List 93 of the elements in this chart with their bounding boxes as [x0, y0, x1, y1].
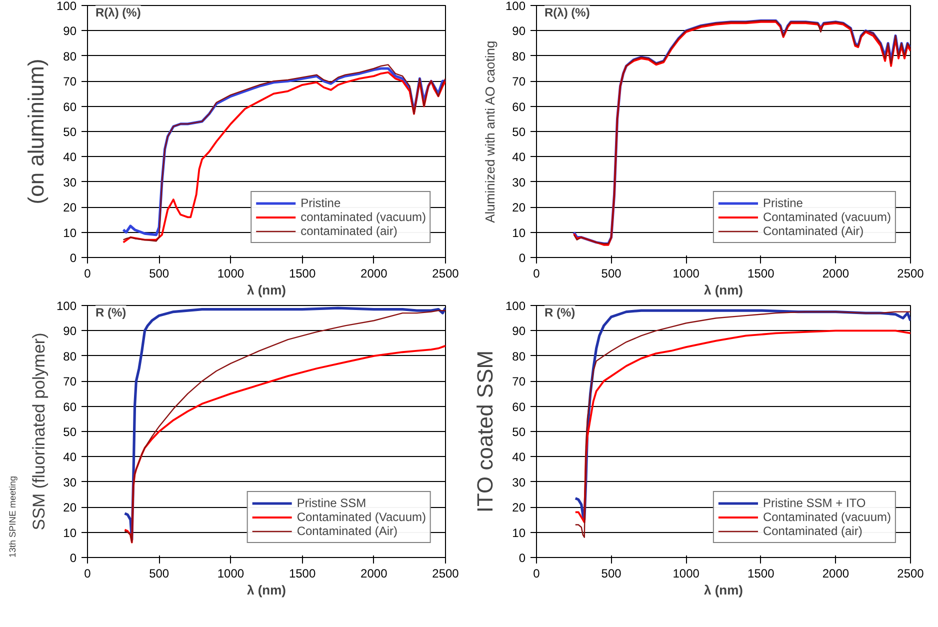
legend-label: Contaminated (Air): [762, 224, 864, 238]
x-tick-label: 500: [149, 566, 170, 580]
x-tick-label: 0: [84, 266, 92, 280]
x-tick-label: 2500: [432, 266, 460, 280]
y-tick-label: 70: [512, 374, 526, 389]
y-axis-title: R(λ) (%): [544, 6, 590, 20]
legend-label: Pristine SSM: [296, 496, 366, 510]
y-tick-label: 30: [512, 175, 526, 190]
y-tick-label: 50: [512, 125, 526, 139]
x-tick-label: 1500: [288, 266, 316, 280]
x-tick-label: 1500: [748, 566, 775, 580]
x-tick-label: 500: [149, 266, 170, 280]
y-tick-label: 50: [63, 125, 77, 139]
y-tick-label: 70: [512, 74, 526, 89]
y-tick-label: 60: [512, 100, 526, 114]
legend-label: Contaminated (Air): [296, 524, 398, 538]
x-tick-label: 1000: [672, 266, 700, 280]
x-axis-title: λ (nm): [704, 582, 743, 598]
y-tick-label: 80: [63, 49, 77, 64]
x-tick-label: 2000: [360, 566, 388, 580]
x-tick-label: 1500: [288, 566, 316, 580]
y-tick-label: 90: [512, 324, 526, 338]
x-tick-label: 1500: [748, 266, 775, 280]
y-tick-label: 90: [63, 324, 77, 338]
y-tick-label: 80: [512, 49, 526, 64]
y-tick-label: 100: [505, 299, 526, 313]
text: 13th SPINE meeting: [8, 476, 18, 558]
legend-label: Pristine: [300, 196, 341, 210]
x-tick-label: 1000: [217, 566, 244, 580]
y-tick-label: 10: [512, 526, 526, 540]
y-tick-label: 0: [518, 251, 526, 265]
y-tick-label: 90: [512, 24, 526, 38]
y-tick-label: 40: [512, 450, 526, 464]
y-tick-label: 100: [56, 0, 77, 13]
y-tick-label: 60: [63, 100, 77, 114]
y-tick-label: 20: [63, 500, 77, 515]
y-tick-label: 0: [70, 251, 77, 265]
x-tick-label: 0: [533, 566, 540, 580]
y-tick-label: 80: [512, 349, 526, 364]
y-tick-label: 90: [63, 24, 77, 38]
legend-label: Pristine SSM + ITO: [762, 496, 866, 510]
x-tick-label: 1000: [217, 266, 244, 280]
y-tick-label: 0: [518, 551, 526, 565]
y-tick-label: 70: [63, 74, 77, 89]
y-tick-label: 40: [63, 150, 77, 164]
y-tick-label: 40: [512, 150, 526, 164]
x-tick-label: 1000: [672, 566, 700, 580]
x-axis-title: λ (nm): [704, 282, 743, 298]
x-tick-label: 2000: [822, 566, 850, 580]
y-tick-label: 50: [512, 425, 526, 439]
legend-label: Contaminated (vacuum): [762, 510, 891, 524]
y-tick-label: 20: [63, 200, 77, 215]
y-tick-label: 60: [512, 400, 526, 414]
y-tick-label: 70: [63, 374, 77, 389]
x-tick-label: 2500: [432, 566, 460, 580]
x-axis-title: λ (nm): [247, 582, 286, 598]
x-tick-label: 2500: [897, 566, 924, 580]
text: ITO coated SSM: [472, 350, 498, 513]
y-tick-label: 80: [63, 349, 77, 364]
y-tick-label: 40: [63, 450, 77, 464]
x-tick-label: 2000: [360, 266, 388, 280]
y-tick-label: 0: [70, 551, 77, 565]
legend-label: Contaminated (vacuum): [762, 210, 891, 224]
y-tick-label: 10: [512, 226, 526, 240]
x-axis-title: λ (nm): [247, 282, 286, 298]
y-tick-label: 10: [63, 226, 77, 240]
legend-label: Pristine: [762, 196, 803, 210]
y-tick-label: 20: [512, 500, 526, 515]
text: Aluminized with anti AO caoting: [482, 40, 498, 223]
legend-label: Contaminated (air): [762, 524, 862, 538]
y-tick-label: 60: [63, 400, 77, 414]
y-tick-label: 30: [512, 475, 526, 490]
x-tick-label: 0: [533, 266, 540, 280]
legend-label: contaminated (air): [300, 224, 398, 238]
text: (on aluminium): [24, 58, 48, 204]
y-axis-title: R(λ) (%): [96, 6, 141, 20]
x-tick-label: 500: [601, 266, 622, 280]
y-axis-title: R (%): [544, 306, 576, 320]
y-tick-label: 100: [505, 0, 526, 13]
y-tick-label: 30: [63, 475, 77, 490]
y-axis-title: R (%): [96, 306, 126, 320]
x-tick-label: 2500: [897, 266, 924, 280]
x-tick-label: 0: [84, 566, 92, 580]
y-tick-label: 50: [63, 425, 77, 439]
legend-label: Contaminated (Vacuum): [296, 510, 426, 524]
legend-label: contaminated (vacuum): [300, 210, 426, 224]
x-tick-label: 2000: [822, 266, 850, 280]
y-tick-label: 20: [512, 200, 526, 215]
y-tick-label: 30: [63, 175, 77, 190]
text: SSM (fluorinated polymer): [30, 332, 48, 530]
y-tick-label: 100: [56, 299, 77, 313]
y-tick-label: 10: [63, 526, 77, 540]
x-tick-label: 500: [601, 566, 622, 580]
